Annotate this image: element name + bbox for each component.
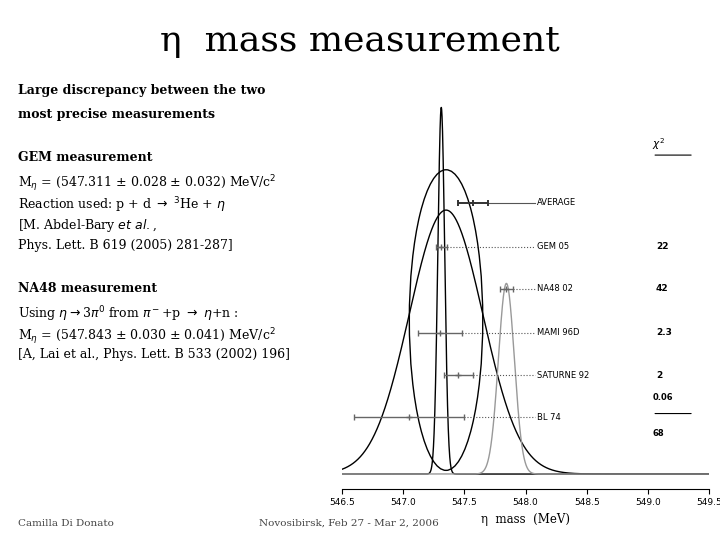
Text: 42: 42 <box>656 285 669 293</box>
X-axis label: η  mass  (MeV): η mass (MeV) <box>481 513 570 526</box>
Text: NA48 measurement: NA48 measurement <box>18 282 157 295</box>
Text: Novosibirsk, Feb 27 - Mar 2, 2006: Novosibirsk, Feb 27 - Mar 2, 2006 <box>259 519 439 528</box>
Text: M$_\eta$ = (547.843 $\pm$ 0.030 $\pm$ 0.041) MeV/c$^2$: M$_\eta$ = (547.843 $\pm$ 0.030 $\pm$ 0.… <box>18 326 276 347</box>
Text: NA48 02: NA48 02 <box>537 285 573 293</box>
Text: 22: 22 <box>656 242 668 251</box>
Text: BL 74: BL 74 <box>537 413 561 422</box>
Text: M$_\eta$ = (547.311 $\pm$ 0.028 $\pm$ 0.032) MeV/c$^2$: M$_\eta$ = (547.311 $\pm$ 0.028 $\pm$ 0.… <box>18 174 276 194</box>
Text: [M. Abdel-Bary $\it{et\ al.}$,: [M. Abdel-Bary $\it{et\ al.}$, <box>18 217 157 234</box>
Text: Camilla Di Donato: Camilla Di Donato <box>18 519 114 528</box>
Text: most precise measurements: most precise measurements <box>18 108 215 121</box>
Text: AVERAGE: AVERAGE <box>537 198 576 207</box>
Text: Reaction used: p + d $\rightarrow$ $^3$He + $\eta$: Reaction used: p + d $\rightarrow$ $^3$H… <box>18 195 226 215</box>
Text: 2.3: 2.3 <box>656 328 672 338</box>
Text: GEM measurement: GEM measurement <box>18 151 153 164</box>
Text: $\chi^2$: $\chi^2$ <box>652 136 665 152</box>
Text: GEM 05: GEM 05 <box>537 242 570 251</box>
Text: 2: 2 <box>656 370 662 380</box>
Text: η  mass measurement: η mass measurement <box>160 24 560 58</box>
Text: 0.06: 0.06 <box>652 393 673 402</box>
Text: Using $\eta$$\rightarrow$3$\pi^0$ from $\pi^-$+p $\rightarrow$ $\eta$+n :: Using $\eta$$\rightarrow$3$\pi^0$ from $… <box>18 305 238 324</box>
Text: 68: 68 <box>652 429 664 438</box>
Text: [A, Lai et al., Phys. Lett. B 533 (2002) 196]: [A, Lai et al., Phys. Lett. B 533 (2002)… <box>18 348 290 361</box>
Text: Phys. Lett. B 619 (2005) 281-287]: Phys. Lett. B 619 (2005) 281-287] <box>18 239 233 252</box>
Text: MAMI 96D: MAMI 96D <box>537 328 580 338</box>
Text: SATURNE 92: SATURNE 92 <box>537 370 590 380</box>
Text: Large discrepancy between the two: Large discrepancy between the two <box>18 84 266 97</box>
